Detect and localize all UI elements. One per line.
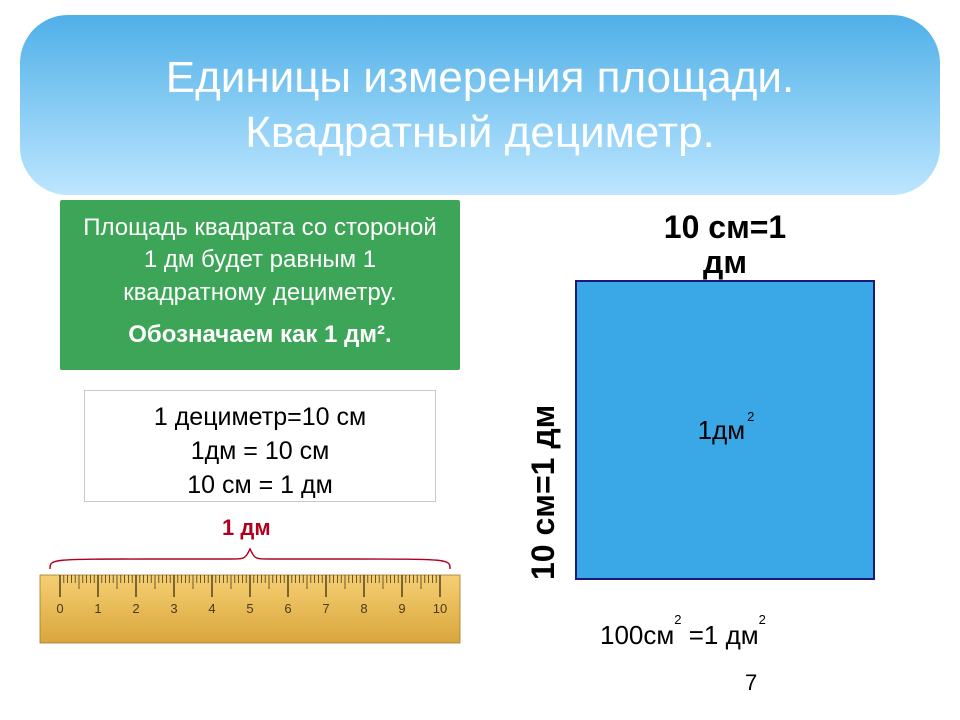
svg-text:7: 7 <box>322 601 329 616</box>
svg-text:5: 5 <box>246 601 253 616</box>
square-side-top-label: 10 см=1дм <box>575 210 875 280</box>
svg-text:10: 10 <box>433 601 447 616</box>
conversion-equation: 100см2 =1 дм2 <box>600 620 766 651</box>
ruler: 0 1 2 3 4 5 6 7 8 9 10 <box>40 575 460 653</box>
svg-text:3: 3 <box>170 601 177 616</box>
definition-line2: Обозначаем как 1 дм². <box>76 319 444 351</box>
svg-text:2: 2 <box>132 601 139 616</box>
eq-a: 100см <box>600 620 674 650</box>
equiv-line2: 1дм = 10 см <box>99 435 421 469</box>
svg-text:6: 6 <box>284 601 291 616</box>
svg-text:9: 9 <box>398 601 405 616</box>
ruler-brace <box>40 541 460 571</box>
eq-b: =1 дм <box>682 620 759 650</box>
svg-text:4: 4 <box>208 601 215 616</box>
equivalence-box: 1 дециметр=10 см 1дм = 10 см 10 см = 1 д… <box>84 390 436 502</box>
equiv-line3: 10 см = 1 дм <box>99 469 421 503</box>
equiv-line1: 1 дециметр=10 см <box>99 401 421 435</box>
definition-line1: Площадь квадрата со стороной 1 дм будет … <box>76 212 444 309</box>
square-shape: 1дм2 <box>575 280 875 580</box>
square-center-sup: 2 <box>747 409 754 424</box>
definition-box: Площадь квадрата со стороной 1 дм будет … <box>60 200 460 370</box>
ruler-label: 1 дм <box>222 515 271 541</box>
svg-text:0: 0 <box>56 601 63 616</box>
slide-title-banner: Единицы измерения площади. Квадратный де… <box>20 15 940 195</box>
square-side-left-label: 10 см=1 дм <box>525 280 562 580</box>
svg-text:8: 8 <box>360 601 367 616</box>
eq-sup-b: 2 <box>759 612 766 627</box>
eq-sup-a: 2 <box>674 612 681 627</box>
square-center-label: 1дм <box>698 415 746 446</box>
svg-text:1: 1 <box>94 601 101 616</box>
page-number: 7 <box>745 670 757 696</box>
square-diagram: 10 см=1дм 10 см=1 дм 1дм2 <box>515 210 895 600</box>
slide-title-text: Единицы измерения площади. Квадратный де… <box>50 50 910 160</box>
